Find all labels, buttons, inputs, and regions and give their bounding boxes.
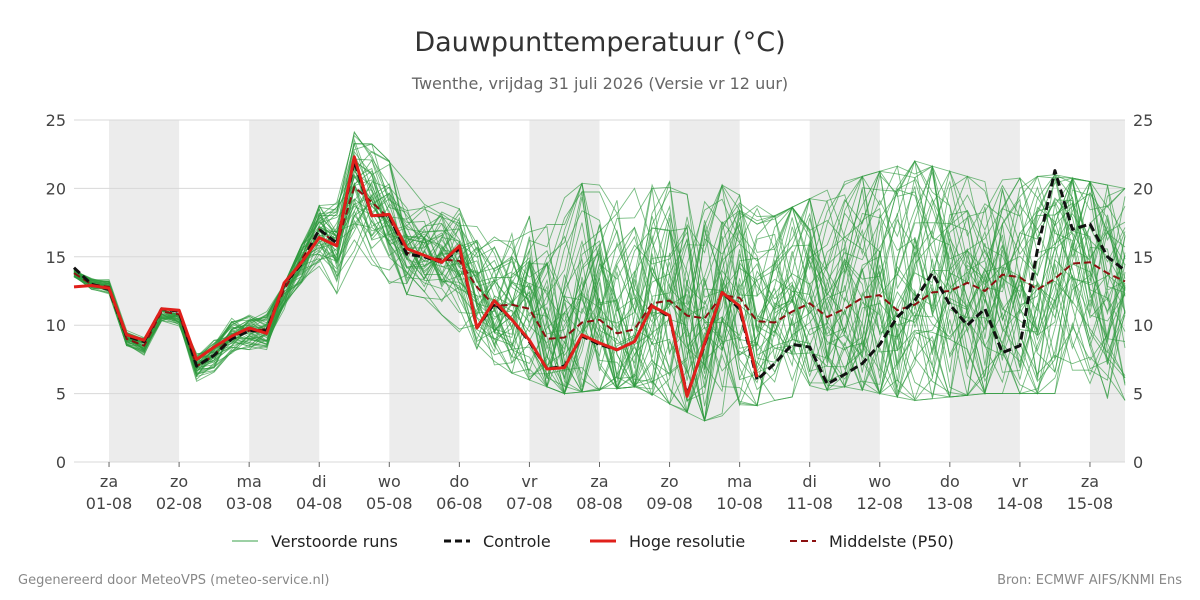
ensemble-run-48 <box>73 187 1126 371</box>
legend-ensemble-label: Verstoorde runs <box>271 532 398 551</box>
median-line <box>73 186 1126 368</box>
ensemble-run-31 <box>73 190 1126 399</box>
y-tick-right-25: 25 <box>1133 111 1153 130</box>
legend-median-label: Middelste (P50) <box>829 532 954 551</box>
legend-control-label: Controle <box>483 532 551 551</box>
x-tick-date-13: 14-08 <box>997 494 1044 513</box>
x-tick-date-1: 02-08 <box>156 494 203 513</box>
x-axis-ticks: za 01-08 zo 02-08 ma 03-08 di 04-08 wo 05-08 do 06-… <box>86 462 1113 513</box>
ensemble-run-42 <box>73 175 1126 396</box>
x-tick-date-4: 05-08 <box>366 494 413 513</box>
x-tick-day-11: wo <box>868 472 891 491</box>
y-tick-left-25: 25 <box>46 111 66 130</box>
x-tick-date-3: 04-08 <box>296 494 343 513</box>
y-tick-right-20: 20 <box>1133 179 1153 198</box>
y-tick-left-10: 10 <box>46 316 66 335</box>
x-tick-date-11: 12-08 <box>857 494 904 513</box>
y-tick-left-5: 5 <box>56 385 66 404</box>
ensemble-run-24 <box>73 170 1126 395</box>
footer-generator: Gegenereerd door MeteoVPS (meteo-service… <box>18 573 329 588</box>
y-axis-ticks: 0 0 5 5 10 10 15 15 20 20 25 25 <box>46 111 1154 472</box>
x-tick-date-8: 09-08 <box>646 494 693 513</box>
y-tick-left-20: 20 <box>46 179 66 198</box>
x-tick-day-14: za <box>1081 472 1099 491</box>
ensemble-run-40 <box>73 164 1126 396</box>
x-tick-day-2: ma <box>236 472 261 491</box>
x-tick-day-3: di <box>312 472 327 491</box>
x-tick-date-5: 06-08 <box>436 494 483 513</box>
ensemble-run-18 <box>73 178 1126 412</box>
x-tick-date-6: 07-08 <box>506 494 553 513</box>
y-tick-left-15: 15 <box>46 248 66 267</box>
y-tick-right-10: 10 <box>1133 316 1153 335</box>
x-tick-day-8: zo <box>660 472 678 491</box>
x-tick-date-0: 01-08 <box>86 494 133 513</box>
x-tick-date-10: 11-08 <box>786 494 833 513</box>
ensemble-run-36 <box>73 160 1126 405</box>
ensemble-run-44 <box>73 173 1126 388</box>
x-tick-date-12: 13-08 <box>927 494 974 513</box>
ensemble-run-43 <box>73 143 1126 414</box>
chart-subtitle: Twenthe, vrijdag 31 juli 2026 (Versie vr… <box>411 74 788 93</box>
ensemble-run-47 <box>73 160 1126 395</box>
x-tick-day-12: do <box>940 472 960 491</box>
ensemble-run-29 <box>73 182 1126 398</box>
ensemble-run-33 <box>73 131 1126 407</box>
legend-hires-label: Hoge resolutie <box>629 532 745 551</box>
x-tick-date-9: 10-08 <box>716 494 763 513</box>
y-tick-right-15: 15 <box>1133 248 1153 267</box>
x-tick-day-0: za <box>100 472 118 491</box>
x-tick-day-10: di <box>802 472 817 491</box>
x-tick-day-1: zo <box>170 472 188 491</box>
hires-line <box>73 155 759 398</box>
x-tick-day-7: za <box>590 472 608 491</box>
main-series <box>72 155 1126 398</box>
y-tick-left-0: 0 <box>56 453 66 472</box>
x-tick-day-9: ma <box>727 472 752 491</box>
x-tick-day-4: wo <box>378 472 401 491</box>
x-tick-date-2: 03-08 <box>226 494 273 513</box>
weekend-band-0 <box>109 120 180 462</box>
x-tick-date-7: 08-08 <box>576 494 623 513</box>
ensemble-run-21 <box>73 219 1126 422</box>
x-tick-day-5: do <box>449 472 469 491</box>
footer-source: Bron: ECMWF AIFS/KNMI Ens <box>997 573 1182 588</box>
x-tick-date-14: 15-08 <box>1067 494 1114 513</box>
y-tick-right-5: 5 <box>1133 385 1143 404</box>
ensemble-run-49 <box>73 169 1126 392</box>
legend: Verstoorde runs Controle Hoge resolutie … <box>232 532 954 551</box>
ensemble-runs <box>73 130 1126 422</box>
y-tick-right-0: 0 <box>1133 453 1143 472</box>
weekend-shading <box>109 120 1125 462</box>
ensemble-run-50 <box>73 130 1126 393</box>
x-tick-day-13: vr <box>1012 472 1028 491</box>
chart-title: Dauwpunttemperatuur (°C) <box>414 27 785 58</box>
x-tick-day-6: vr <box>521 472 537 491</box>
